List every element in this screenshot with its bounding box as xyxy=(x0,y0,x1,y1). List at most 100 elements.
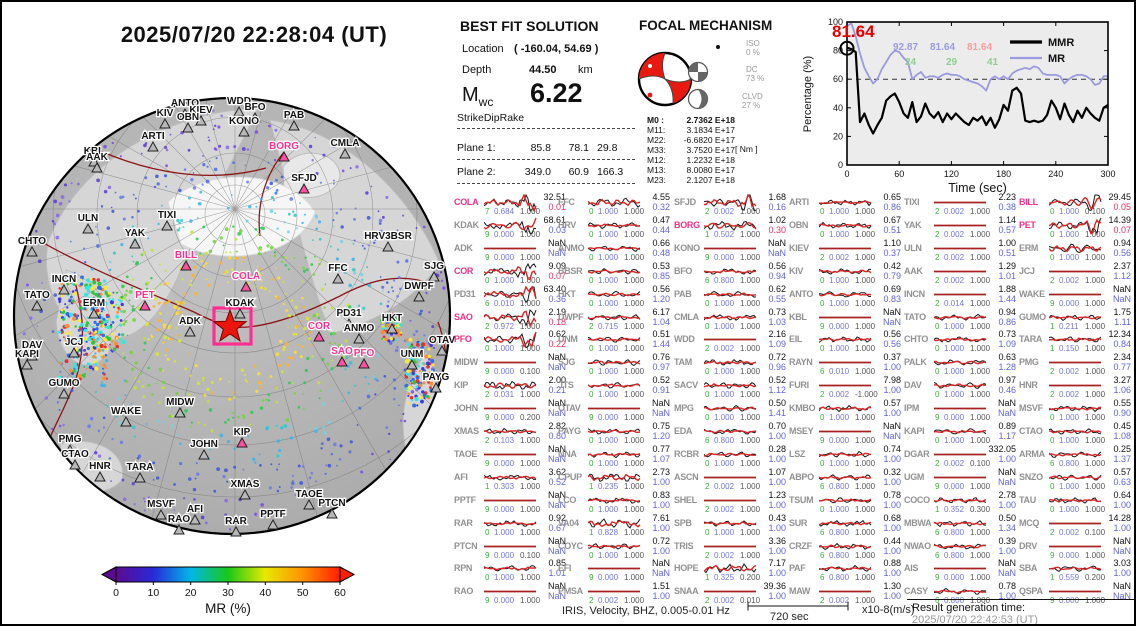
station-label: HRV3BSR xyxy=(364,231,412,242)
weight-number: 1.000 xyxy=(1059,481,1080,491)
mini-waveform xyxy=(704,428,757,435)
secondary-value: 1.20 xyxy=(652,293,670,304)
station-code: TAU xyxy=(1019,494,1036,505)
secondary-value: 1.00 xyxy=(998,545,1016,556)
scale-number: 0.100 xyxy=(970,458,991,468)
mini-waveform xyxy=(484,565,537,572)
scale-number: 1.000 xyxy=(520,275,541,285)
station-cell-cor: COR 9.09 0.07 0 1.000 1.000 xyxy=(454,261,566,286)
peak-amplitude-value: 0.89 xyxy=(998,421,1016,431)
secondary-value: 1.00 xyxy=(652,476,670,487)
peak-amplitude-value: 1.30 xyxy=(883,581,901,592)
weight-number: 0.800 xyxy=(1059,458,1080,468)
peak-amplitude-value: 0.56 xyxy=(768,260,786,271)
peak-amplitude-value: 0.39 xyxy=(998,535,1016,546)
station-code: MPG xyxy=(674,403,694,414)
station-marker xyxy=(129,237,141,249)
mini-waveform xyxy=(1049,428,1102,435)
weight-number: 1.000 xyxy=(598,436,619,445)
mini-waveform xyxy=(704,220,757,231)
station-label: INCN xyxy=(52,274,76,285)
secondary-value: NaN xyxy=(651,408,670,419)
grade-number: 0 xyxy=(820,298,825,308)
mini-waveform xyxy=(484,217,537,234)
peak-amplitude-value: 6.17 xyxy=(652,306,670,317)
peak-amplitude-value: 1.14 xyxy=(998,214,1016,225)
weight-number: 1.000 xyxy=(598,252,619,262)
station-cell-qspa: QSPA NaN NaN 9 0.000 1.000 xyxy=(1019,581,1131,606)
peak-amplitude-value: NaN xyxy=(1112,535,1131,546)
station-label: PET xyxy=(135,290,154,301)
station-cell-rpn: RPN 0.85 1.01 0 1.000 1.000 xyxy=(454,558,566,583)
mini-waveform xyxy=(934,382,987,390)
station-cell-kono: KONO NaN NaN 9 0.000 1.000 xyxy=(674,238,786,263)
peak-amplitude-value: 32.51 xyxy=(543,192,566,202)
station-code: OBN xyxy=(789,219,809,230)
secondary-value: 0.51 xyxy=(998,247,1016,258)
peak-amplitude-value: 0.78 xyxy=(998,581,1016,592)
svg-text:0: 0 xyxy=(113,587,119,599)
station-code: CPUP xyxy=(558,471,582,482)
secondary-value: NaN xyxy=(651,568,670,579)
station-code: MBWA xyxy=(904,517,932,528)
secondary-value: 0.03 xyxy=(548,224,566,235)
station-label: PAB xyxy=(284,110,304,121)
station-label: XMAS xyxy=(231,479,260,490)
grade-number: 0 xyxy=(589,252,594,262)
mini-waveform xyxy=(704,451,757,458)
station-code: PALK xyxy=(904,357,927,368)
scale-number: 0.200 xyxy=(520,413,541,423)
grade-number: 2 xyxy=(820,390,825,400)
scale-number: 1.000 xyxy=(520,596,541,606)
scale-number: 1.000 xyxy=(740,390,761,400)
mini-waveform xyxy=(934,359,987,366)
scale-number: 1.000 xyxy=(520,481,541,491)
secondary-value: 0.96 xyxy=(768,362,786,373)
weight-number: 1.000 xyxy=(494,344,515,354)
scale-number: 1.000 xyxy=(855,481,876,491)
grade-number: 9 xyxy=(485,458,490,468)
scale-number: 1.000 xyxy=(624,367,645,377)
secondary-value: NaN xyxy=(997,476,1016,487)
station-cell-pab: PAB 0.62 0.55 0 1.000 1.000 xyxy=(674,284,786,309)
mini-waveform xyxy=(819,384,871,387)
secondary-value: 0.83 xyxy=(883,293,901,304)
station-label: SFJD xyxy=(291,173,317,184)
station-cell-furi: FURI 7.98 1.00 2 0.002 -1.000 xyxy=(789,375,901,400)
data-source-caption: IRIS, Velocity, BHZ, 0.005-0.01 Hz xyxy=(562,605,730,617)
mini-waveform xyxy=(588,197,641,208)
station-code: TAM xyxy=(674,357,692,368)
station-label: ULN xyxy=(78,213,99,224)
weight-number: 1.000 xyxy=(829,207,850,216)
grade-number: 0 xyxy=(485,344,490,354)
weight-number: 1.000 xyxy=(714,527,735,537)
grade-number: 9 xyxy=(485,504,490,514)
station-cell-gumo: GUMO 1.75 1.11 1 0.211 1.000 xyxy=(1019,307,1131,332)
station-code: SNAA xyxy=(674,586,699,597)
station-label: BORG xyxy=(269,141,299,152)
station-label: KIV xyxy=(157,108,174,119)
weight-number: 0.010 xyxy=(829,367,850,377)
station-cell-coco: COCO 2.78 1.00 1 0.352 0.300 xyxy=(904,490,1016,515)
station-code: JCJ xyxy=(1019,265,1035,276)
station-cell-efi: EFI NaN NaN 9 0.000 1.000 xyxy=(558,558,670,583)
scale-number: 1.000 xyxy=(520,207,541,216)
weight-number: 0.828 xyxy=(598,527,619,537)
secondary-value: 0.37 xyxy=(883,247,901,258)
grade-number: 9 xyxy=(935,413,940,423)
weight-number: 1.000 xyxy=(1059,207,1080,216)
secondary-value: 1.00 xyxy=(652,522,670,533)
station-code: BILL xyxy=(1019,197,1038,207)
scale-number: 1.000 xyxy=(624,413,645,423)
mini-waveform xyxy=(704,194,757,212)
station-cell-mpg: MPG 0.50 1.41 0 1.000 1.000 xyxy=(674,398,786,423)
station-cell-spb: SPB 0.43 1.00 0 1.000 1.000 xyxy=(674,513,786,538)
scale-number: 1.000 xyxy=(855,321,876,331)
station-cell-ascn: ASCN 1.07 1.00 2 0.002 1.000 xyxy=(674,467,786,492)
peak-amplitude-value: 0.42 xyxy=(883,260,901,271)
location-label: Location xyxy=(462,43,504,55)
secondary-value: 1.34 xyxy=(998,522,1016,533)
secondary-value: NaN xyxy=(997,568,1016,579)
secondary-value: 1.00 xyxy=(768,522,786,533)
